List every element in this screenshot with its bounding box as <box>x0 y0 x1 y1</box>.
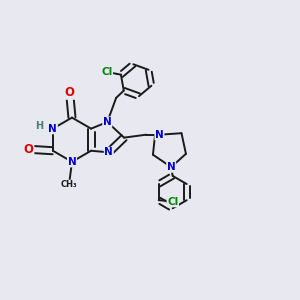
Text: N: N <box>167 162 176 172</box>
Text: N: N <box>155 130 164 140</box>
Text: Cl: Cl <box>101 67 112 77</box>
Text: N: N <box>103 117 112 127</box>
Text: O: O <box>24 143 34 156</box>
Text: N: N <box>49 124 57 134</box>
Text: O: O <box>64 86 75 99</box>
Text: CH₃: CH₃ <box>61 180 77 189</box>
Text: Cl: Cl <box>167 197 178 207</box>
Text: N: N <box>104 147 113 158</box>
Text: N: N <box>68 157 76 167</box>
Text: H: H <box>35 121 43 131</box>
